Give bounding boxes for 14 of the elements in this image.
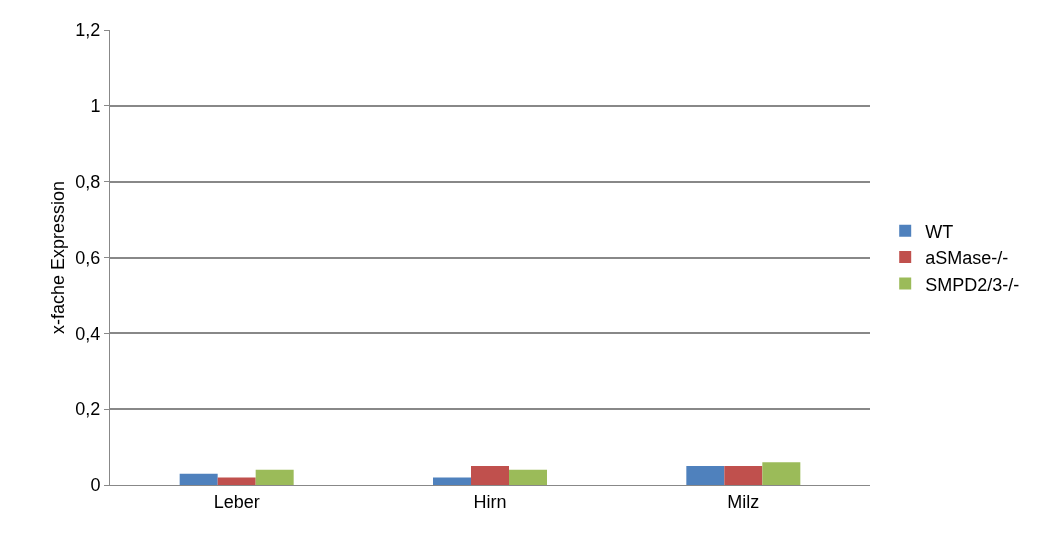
y-tick-label: 0 [90,475,101,496]
x-tick-label: Leber [213,491,260,512]
y-axis-title: x-fache Expression [48,180,68,335]
legend-label: SMPD2/3-/- [925,274,1020,295]
x-tick-label: Milz [727,491,760,512]
y-tick-label: 0,8 [75,171,101,192]
y-tick-label: 1,2 [75,20,101,41]
legend-label: WT [925,221,954,242]
y-tick-label: 0,2 [75,399,101,420]
y-tick-label: 0,4 [75,323,101,344]
y-tick-label: 0,6 [75,247,101,268]
legend-label: aSMase-/- [925,248,1009,269]
x-tick-label: Hirn [473,491,507,512]
y-tick-label: 1 [90,96,101,117]
